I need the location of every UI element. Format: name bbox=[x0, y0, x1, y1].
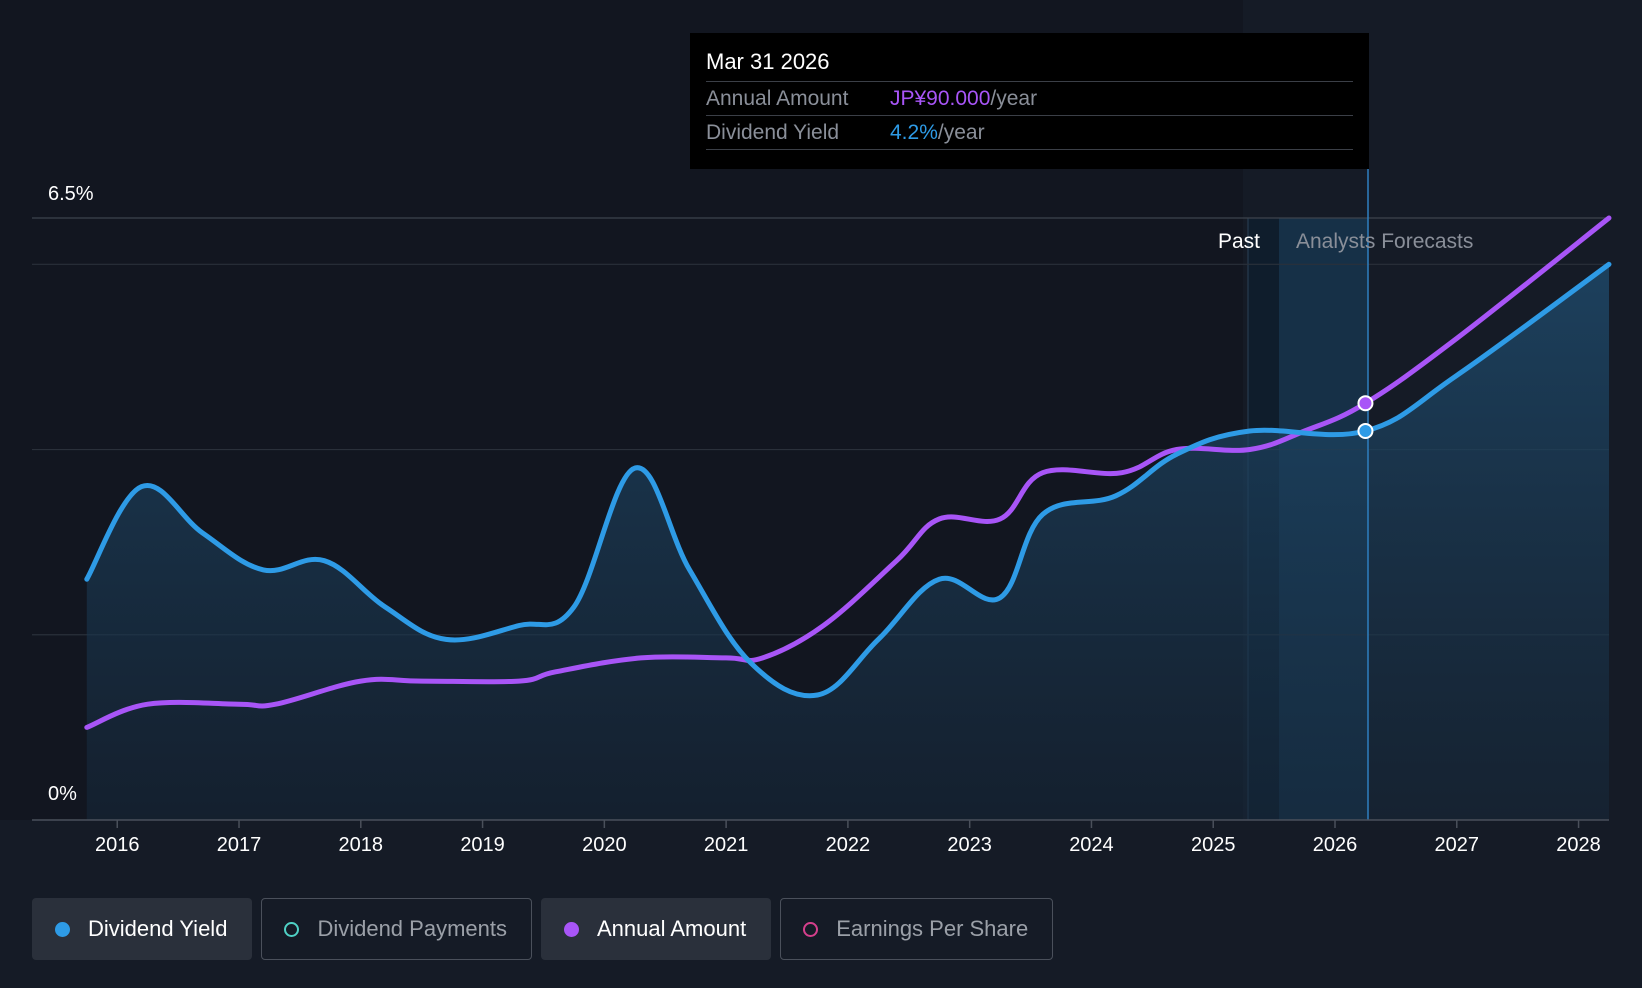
tooltip-row-annual-amount: Annual Amount JP¥90.000 /year bbox=[706, 82, 1353, 116]
x-tick-label: 2021 bbox=[704, 834, 749, 856]
tooltip-value: JP¥90.000 bbox=[890, 87, 991, 110]
annual-amount-dot-icon bbox=[563, 921, 579, 937]
lines-group bbox=[84, 215, 1612, 730]
tooltip: Mar 31 2026 Annual Amount JP¥90.000 /yea… bbox=[690, 33, 1369, 169]
tooltip-unit: /year bbox=[990, 87, 1038, 110]
x-tick-label: 2016 bbox=[95, 834, 140, 856]
legend-label: Earnings Per Share bbox=[836, 916, 1029, 941]
tooltip-row-dividend-yield: Dividend Yield 4.2% /year bbox=[706, 116, 1353, 150]
legend: Dividend Yield Dividend Payments Annual … bbox=[32, 898, 1054, 960]
tooltip-label: Annual Amount bbox=[706, 87, 849, 110]
legend-earnings-per-share[interactable]: Earnings Per Share bbox=[780, 898, 1054, 960]
dividend-payments-ring-icon bbox=[284, 921, 300, 937]
dividend-yield-line bbox=[84, 261, 1612, 699]
earnings-per-share-ring-icon bbox=[803, 921, 819, 937]
tooltip-label: Dividend Yield bbox=[706, 121, 840, 144]
x-tick-label: 2019 bbox=[460, 834, 505, 856]
x-tick-label: 2018 bbox=[339, 834, 384, 856]
legend-annual-amount[interactable]: Annual Amount bbox=[540, 898, 772, 960]
tooltip-value: 4.2% bbox=[890, 121, 938, 144]
dividend-chart: 2016 2017 2018 2019 2020 2021 2022 2023 2024 2025… bbox=[32, 33, 1612, 856]
y-label-min: 0% bbox=[48, 783, 77, 805]
legend-label: Dividend Yield bbox=[88, 916, 228, 941]
legend-dividend-yield[interactable]: Dividend Yield bbox=[32, 898, 253, 960]
forecast-label: Analysts Forecasts bbox=[1296, 230, 1474, 253]
x-ticks: 2016 2017 2018 2019 2020 2021 2022 2023 2024 2025… bbox=[95, 820, 1601, 856]
x-tick-label: 2017 bbox=[217, 834, 262, 856]
tooltip-unit: /year bbox=[937, 121, 985, 144]
cursor-markers bbox=[1357, 395, 1374, 440]
x-tick-label: 2028 bbox=[1556, 834, 1601, 856]
x-tick-label: 2023 bbox=[947, 834, 992, 856]
past-label: Past bbox=[1218, 230, 1261, 253]
x-tick-label: 2022 bbox=[826, 834, 871, 856]
dividend-yield-dot-icon bbox=[55, 921, 70, 937]
legend-label: Annual Amount bbox=[596, 916, 747, 941]
x-tick-label: 2025 bbox=[1191, 834, 1236, 856]
legend-label: Dividend Payments bbox=[317, 916, 507, 941]
dividend-yield-marker bbox=[1357, 423, 1374, 440]
legend-dividend-payments[interactable]: Dividend Payments bbox=[261, 898, 532, 960]
y-label-max: 6.5% bbox=[48, 183, 94, 205]
x-tick-label: 2027 bbox=[1435, 834, 1480, 856]
annual-amount-marker bbox=[1357, 395, 1374, 412]
x-tick-label: 2020 bbox=[582, 834, 627, 856]
tooltip-date: Mar 31 2026 bbox=[706, 47, 1353, 82]
x-tick-label: 2026 bbox=[1313, 834, 1358, 856]
x-tick-label: 2024 bbox=[1069, 834, 1114, 856]
